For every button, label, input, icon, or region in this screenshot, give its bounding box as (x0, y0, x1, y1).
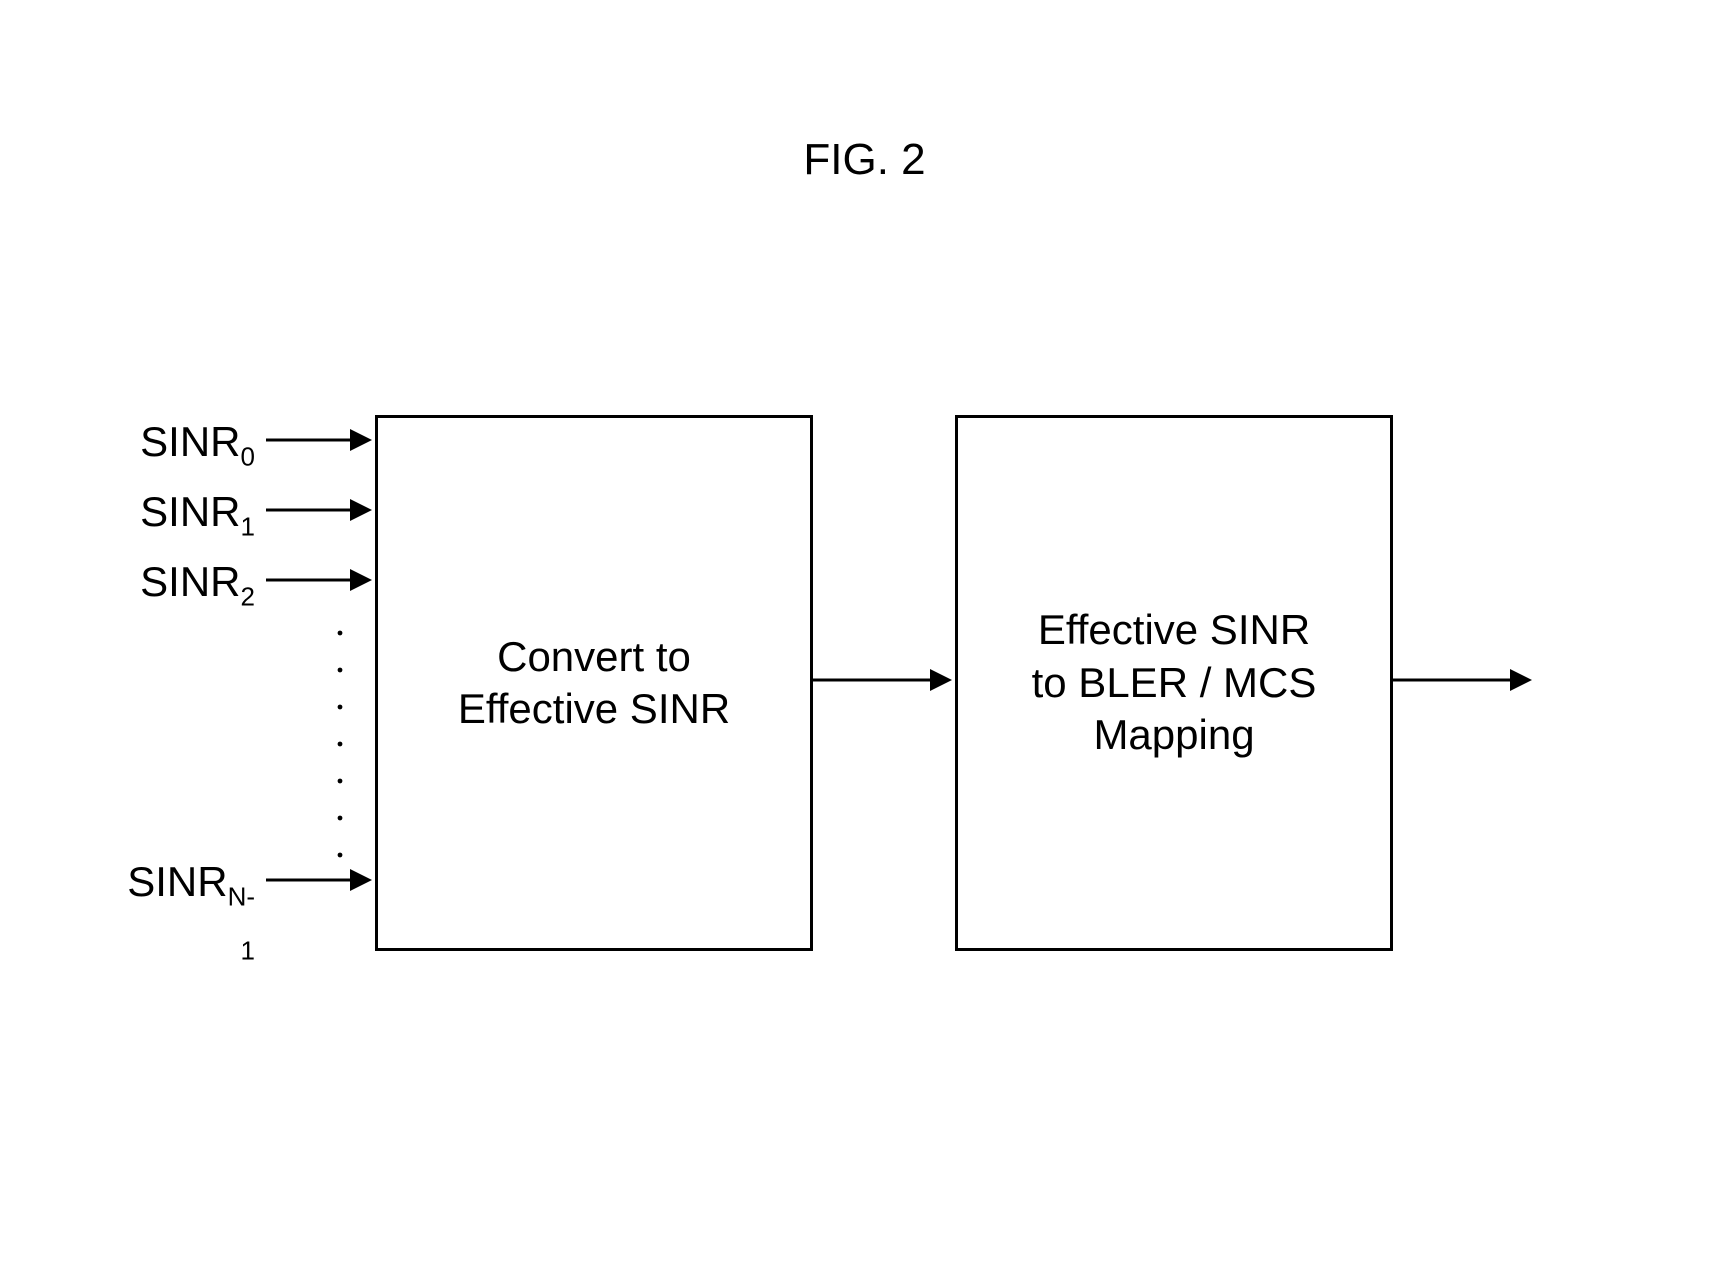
diagram-arrows-overlay (0, 0, 1729, 1261)
figure-stage: FIG. 2 SINR0 SINR1 SINR2 SINRN-1 Convert… (0, 0, 1729, 1261)
